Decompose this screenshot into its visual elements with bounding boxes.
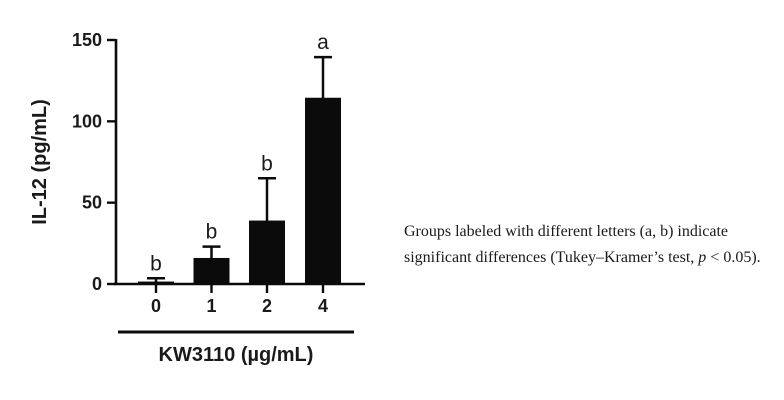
- x-tick-label: 0: [151, 296, 161, 316]
- sig-letter: a: [317, 31, 329, 54]
- bar-chart: 0 50 100 150 0 1 2 4 b b b a IL-12 (pg/mL) KW3110 (µg…: [29, 30, 365, 366]
- bar: [249, 220, 285, 284]
- x-axis-title: KW3110 (µg/mL): [159, 344, 314, 366]
- significance-note: Groups labeled with different letters (a…: [404, 219, 776, 271]
- bar: [305, 97, 341, 284]
- y-tick-label: 150: [72, 30, 102, 50]
- note-p-italic: p: [698, 249, 707, 266]
- y-tick-label: 50: [82, 193, 102, 213]
- note-line-1: Groups labeled with different letters (a…: [404, 223, 729, 240]
- y-tick-label: 100: [72, 111, 102, 131]
- x-tick-label: 4: [318, 296, 328, 316]
- note-line-2-post: < 0.05).: [706, 249, 761, 266]
- note-line-2-pre: significant differences (Tukey–Kramer’s …: [404, 249, 699, 266]
- note-line-2: significant differences (Tukey–Kramer’s …: [404, 245, 776, 271]
- sig-letter: b: [150, 252, 162, 275]
- x-tick-label: 2: [262, 296, 272, 316]
- sig-letter: b: [261, 152, 273, 175]
- y-tick-label: 0: [92, 274, 102, 294]
- x-tick-label: 1: [206, 296, 216, 316]
- sig-letter: b: [206, 221, 218, 244]
- y-axis-title: IL-12 (pg/mL): [29, 99, 51, 225]
